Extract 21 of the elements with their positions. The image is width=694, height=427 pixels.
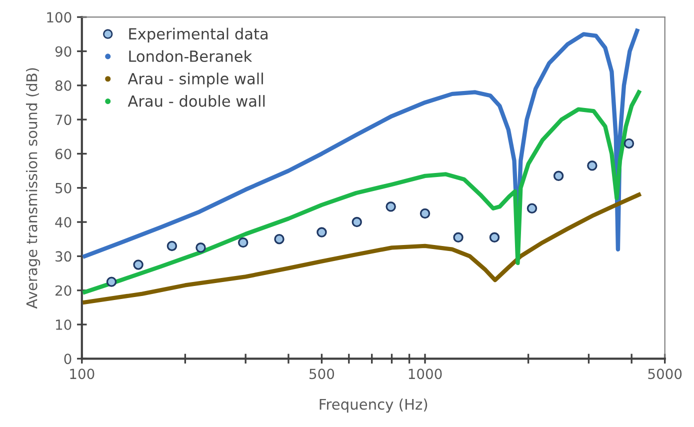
y-tick-label: 10 — [56, 319, 72, 330]
y-tick-label: 20 — [56, 285, 72, 296]
y-tick-label: 60 — [55, 148, 72, 160]
x-tick-label: 1000 — [408, 368, 442, 380]
x-tick-label: 500 — [310, 368, 334, 380]
x-axis-title: Frequency (Hz) — [320, 398, 428, 413]
y-tick-label: 40 — [55, 217, 72, 228]
y-tick-label: 0 — [64, 354, 72, 364]
x-tick-label: 5000 — [648, 368, 682, 380]
y-tick-label: 80 — [55, 80, 72, 91]
y-tick-label: 90 — [55, 46, 72, 57]
y-tick-label: 70 — [56, 114, 72, 126]
y-tick-label: 100 — [47, 12, 72, 23]
y-axis-title: Average transmission sound (dB) — [26, 68, 40, 309]
legend-label: Arau - double wall — [128, 95, 265, 107]
x-tick-label: 100 — [70, 368, 94, 380]
legend-label: Experimental data — [129, 28, 268, 43]
legend-label: Arau - simple wall — [128, 72, 263, 88]
legend-label: London-Beranek — [129, 50, 252, 62]
y-tick-label: 30 — [56, 251, 72, 262]
y-tick-label: 50 — [56, 182, 72, 194]
